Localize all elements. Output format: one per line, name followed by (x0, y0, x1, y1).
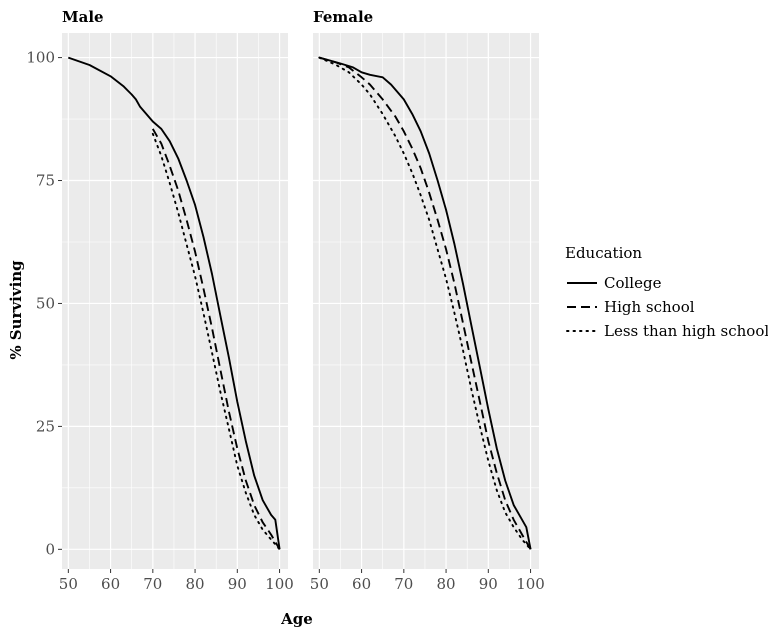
x-tick-label: 60 (352, 575, 371, 593)
legend-title: Education (565, 244, 642, 262)
x-tick-label: 70 (143, 575, 162, 593)
y-tick-label: 100 (26, 49, 55, 67)
x-tick-label: 90 (479, 575, 498, 593)
panel-male: Male 50 60 70 80 90 100 0 25 50 75 100 (26, 8, 294, 593)
x-tick-label: 60 (101, 575, 120, 593)
series-line-college (319, 56, 532, 550)
panel-background (313, 33, 539, 569)
x-tick-label: 100 (516, 575, 545, 593)
series-line-high-school (151, 128, 281, 550)
series-line-high-school (319, 56, 532, 550)
panel-title-male: Male (62, 8, 104, 26)
x-tick-label: 80 (186, 575, 205, 593)
x-tick-label: 100 (265, 575, 294, 593)
y-tick-label: 0 (45, 540, 55, 558)
y-axis-title: % Surviving (7, 260, 25, 360)
y-tick-label: 75 (36, 172, 55, 190)
x-tick-label: 50 (59, 575, 78, 593)
panel-female: Female 50 60 70 80 90 100 (310, 8, 545, 593)
x-axis-title: Age (280, 610, 313, 628)
legend-label: Less than high school (604, 322, 768, 340)
panel-title-female: Female (313, 8, 373, 26)
panel-background (62, 33, 288, 569)
x-tick-label: 90 (228, 575, 247, 593)
y-tick-label: 25 (36, 417, 55, 435)
series-line-less-than-high-school (151, 132, 281, 551)
x-tick-label: 70 (394, 575, 413, 593)
legend-label: College (604, 274, 662, 292)
legend-label: High school (604, 298, 695, 316)
legend: Education College High school Less than hi… (565, 244, 768, 340)
x-tick-label: 80 (437, 575, 456, 593)
x-tick-label: 50 (310, 575, 329, 593)
series-line-college (67, 56, 281, 550)
y-tick-label: 50 (36, 294, 55, 312)
series-line-less-than-high-school (318, 56, 532, 551)
